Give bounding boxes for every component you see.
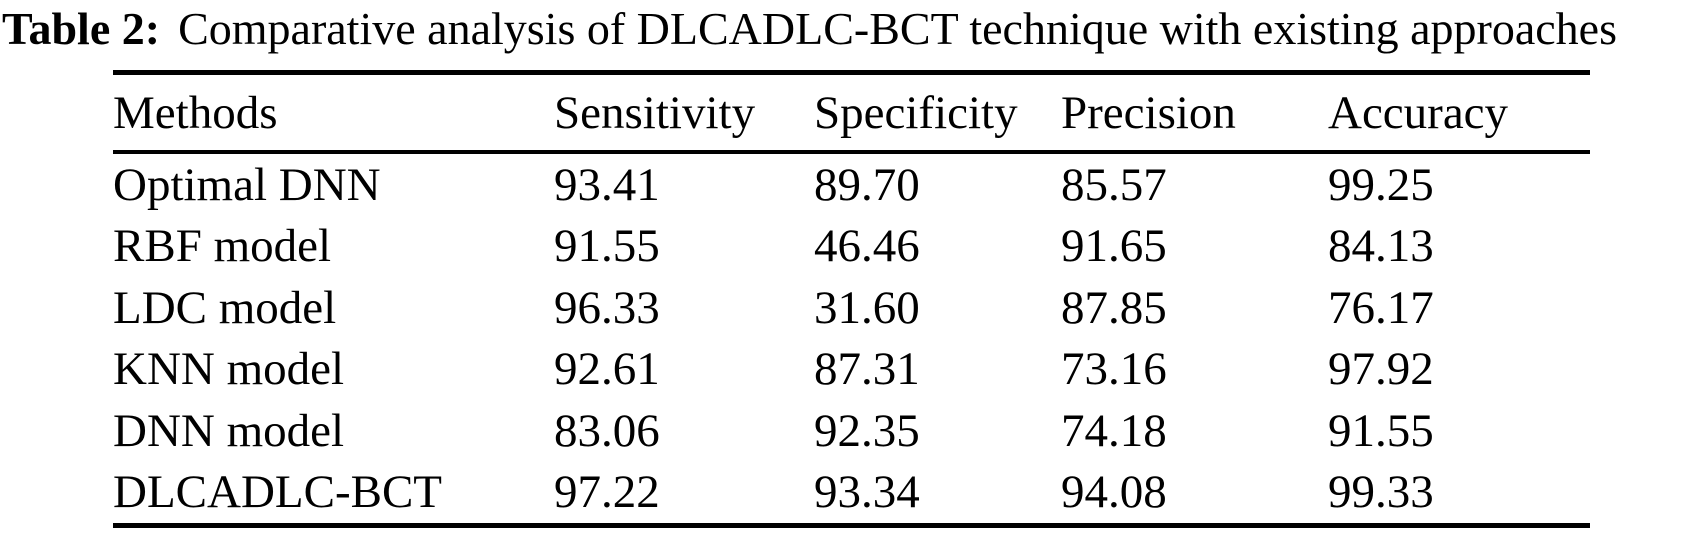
table-row: KNN model 92.61 87.31 73.16 97.92 [113,339,1590,401]
value-cell: 91.55 [1328,404,1434,457]
table-header-row: Methods Sensitivity Specificity Precisio… [113,75,1590,154]
value-cell: 97.22 [554,466,660,519]
value-cell: 93.41 [554,158,660,211]
value-cell: 76.17 [1328,281,1434,334]
table-caption: Table 2: Comparative analysis of DLCADLC-… [2,1,1617,57]
value-cell: 97.92 [1328,343,1434,396]
value-cell: 99.33 [1328,466,1434,519]
value-cell: 93.34 [814,466,920,519]
table-row: LDC model 96.33 31.60 87.85 76.17 [113,277,1590,339]
method-cell: DLCADLC-BCT [113,466,442,519]
value-cell: 31.60 [814,281,920,334]
value-cell: 87.85 [1061,281,1167,334]
column-header-accuracy: Accuracy [1328,86,1509,139]
method-cell: RBF model [113,220,332,273]
value-cell: 91.65 [1061,220,1167,273]
method-cell: LDC model [113,281,337,334]
method-cell: Optimal DNN [113,158,381,211]
value-cell: 89.70 [814,158,920,211]
value-cell: 85.57 [1061,158,1167,211]
value-cell: 96.33 [554,281,660,334]
value-cell: 74.18 [1061,404,1167,457]
column-header-methods: Methods [113,86,278,139]
method-cell: DNN model [113,404,345,457]
caption-label: Table 2: [2,3,161,54]
value-cell: 92.61 [554,343,660,396]
value-cell: 99.25 [1328,158,1434,211]
results-table: Methods Sensitivity Specificity Precisio… [113,70,1590,528]
method-cell: KNN model [113,343,345,396]
value-cell: 87.31 [814,343,920,396]
column-header-precision: Precision [1061,86,1236,139]
value-cell: 83.06 [554,404,660,457]
caption-text: Comparative analysis of DLCADLC-BCT tech… [178,3,1617,54]
table-row: Optimal DNN 93.41 89.70 85.57 99.25 [113,154,1590,216]
column-header-sensitivity: Sensitivity [554,86,756,139]
value-cell: 94.08 [1061,466,1167,519]
value-cell: 84.13 [1328,220,1434,273]
table-row: RBF model 91.55 46.46 91.65 84.13 [113,216,1590,278]
column-header-specificity: Specificity [814,86,1018,139]
table-row: DNN model 83.06 92.35 74.18 91.55 [113,400,1590,462]
value-cell: 73.16 [1061,343,1167,396]
value-cell: 46.46 [814,220,920,273]
value-cell: 92.35 [814,404,920,457]
table-row: DLCADLC-BCT 97.22 93.34 94.08 99.33 [113,462,1590,524]
value-cell: 91.55 [554,220,660,273]
